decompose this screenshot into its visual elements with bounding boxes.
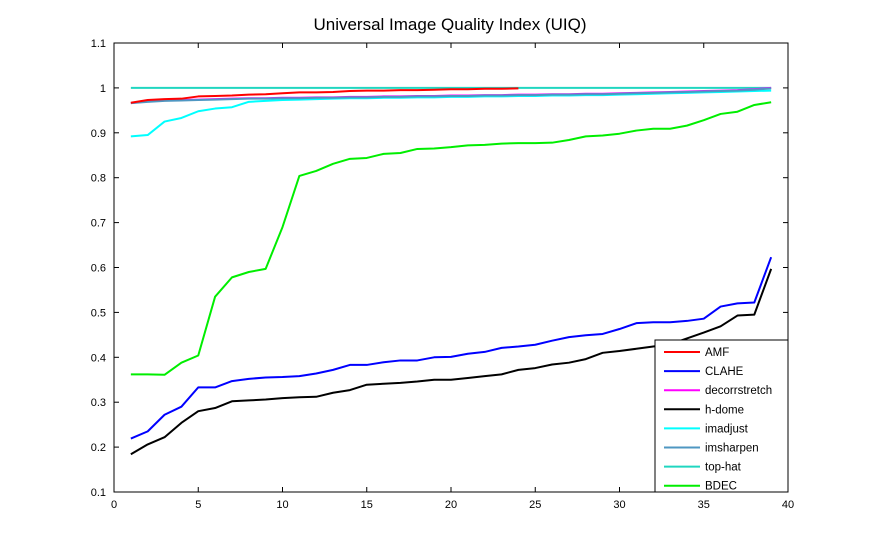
- chart-title: Universal Image Quality Index (UIQ): [313, 15, 586, 34]
- x-tick-label: 10: [276, 499, 288, 511]
- y-tick-label: 0.1: [91, 487, 106, 499]
- x-tick-label: 35: [698, 499, 710, 511]
- y-tick-label: 0.7: [91, 218, 106, 230]
- legend-label-h-dome: h-dome: [705, 404, 744, 416]
- x-tick-label: 40: [782, 499, 794, 511]
- legend-label-imsharpen: imsharpen: [705, 443, 759, 455]
- legend-label-imadjust: imadjust: [705, 423, 749, 435]
- legend-label-decorrstretch: decorrstretch: [705, 385, 772, 397]
- y-tick-label: 0.9: [91, 128, 106, 140]
- series-layer: [130, 86, 773, 456]
- y-tick-label: 0.5: [91, 307, 106, 319]
- y-tick-label: 0.4: [91, 352, 106, 364]
- legend-label-clahe: CLAHE: [705, 366, 744, 378]
- x-tick-label: 20: [445, 499, 457, 511]
- y-tick-label: 0.6: [91, 263, 106, 275]
- y-tick-label: 1: [100, 83, 106, 95]
- series-line-imsharpen: [130, 87, 772, 105]
- y-axis: 0.1 0.2 0.3 0.4 0.5 0.6 0.7 0.8 0.9 1 1.1: [91, 38, 788, 499]
- x-tick-label: 5: [195, 499, 201, 511]
- series-line-bdec: [130, 101, 772, 376]
- x-tick-label: 30: [613, 499, 625, 511]
- x-tick-label: 0: [111, 499, 117, 511]
- series-line-clahe: [130, 256, 773, 440]
- legend-label-bdec: BDEC: [705, 481, 737, 493]
- x-tick-label: 15: [361, 499, 373, 511]
- series-line-amf: [130, 87, 519, 104]
- y-tick-label: 0.2: [91, 442, 106, 454]
- y-tick-label: 1.1: [91, 38, 106, 50]
- legend-label-amf: AMF: [705, 347, 729, 359]
- x-tick-label: 25: [529, 499, 541, 511]
- y-tick-label: 0.3: [91, 397, 106, 409]
- legend: AMF CLAHE decorrstretch h-dome imadjust imsha…: [654, 339, 789, 493]
- legend-label-top-hat: top-hat: [705, 462, 742, 474]
- y-tick-label: 0.8: [91, 173, 106, 185]
- x-axis: 0 5 10 15 20 25 30 35 40: [111, 43, 794, 511]
